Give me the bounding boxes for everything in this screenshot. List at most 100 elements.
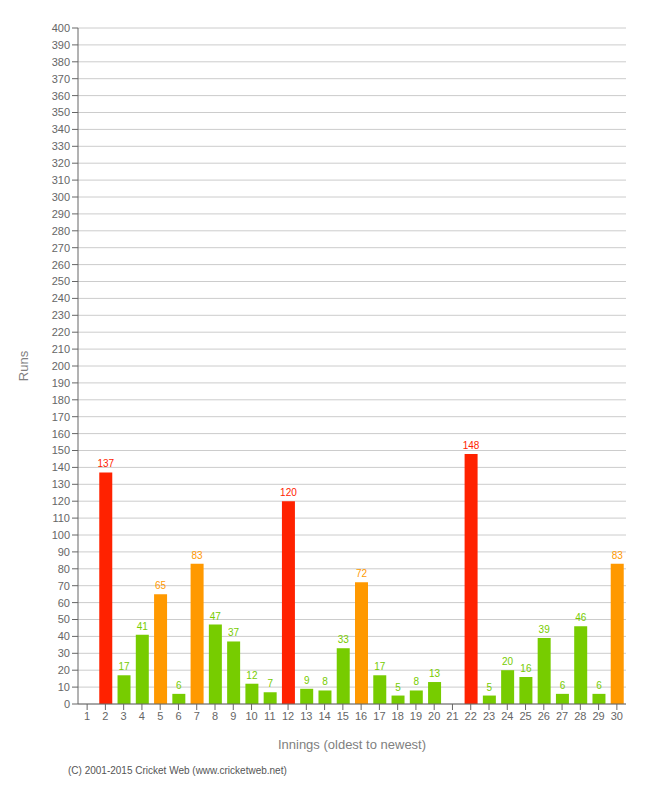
svg-text:6: 6 — [596, 680, 602, 691]
svg-text:15: 15 — [337, 710, 349, 722]
svg-text:65: 65 — [155, 580, 167, 591]
svg-text:19: 19 — [410, 710, 422, 722]
svg-text:17: 17 — [118, 661, 130, 672]
svg-text:7: 7 — [267, 678, 273, 689]
svg-text:100: 100 — [52, 529, 70, 541]
svg-text:5: 5 — [395, 682, 401, 693]
svg-text:230: 230 — [52, 309, 70, 321]
svg-text:20: 20 — [428, 710, 440, 722]
svg-text:25: 25 — [519, 710, 531, 722]
svg-text:290: 290 — [52, 208, 70, 220]
svg-text:Innings (oldest to newest): Innings (oldest to newest) — [278, 737, 426, 752]
svg-text:33: 33 — [338, 634, 350, 645]
svg-text:14: 14 — [318, 710, 330, 722]
svg-text:137: 137 — [97, 458, 114, 469]
svg-text:390: 390 — [52, 39, 70, 51]
svg-text:9: 9 — [304, 675, 310, 686]
svg-text:20: 20 — [58, 664, 70, 676]
svg-text:11: 11 — [264, 710, 275, 722]
svg-text:83: 83 — [612, 550, 624, 561]
svg-text:220: 220 — [52, 326, 70, 338]
svg-text:260: 260 — [52, 259, 70, 271]
svg-text:5: 5 — [157, 710, 163, 722]
svg-text:90: 90 — [58, 546, 70, 558]
svg-text:160: 160 — [52, 428, 70, 440]
svg-text:148: 148 — [463, 440, 480, 451]
svg-text:22: 22 — [465, 710, 477, 722]
svg-text:40: 40 — [58, 630, 70, 642]
svg-text:120: 120 — [52, 495, 70, 507]
svg-text:0: 0 — [64, 698, 70, 710]
svg-text:28: 28 — [574, 710, 586, 722]
svg-text:130: 130 — [52, 478, 70, 490]
svg-text:41: 41 — [137, 621, 149, 632]
svg-text:80: 80 — [58, 563, 70, 575]
svg-text:1: 1 — [84, 710, 90, 722]
svg-text:13: 13 — [429, 668, 441, 679]
svg-text:360: 360 — [52, 90, 70, 102]
svg-text:18: 18 — [392, 710, 404, 722]
svg-text:37: 37 — [228, 627, 240, 638]
svg-text:210: 210 — [52, 343, 70, 355]
svg-text:8: 8 — [414, 676, 420, 687]
svg-text:21: 21 — [446, 710, 458, 722]
svg-text:6: 6 — [176, 680, 182, 691]
svg-text:23: 23 — [483, 710, 495, 722]
svg-text:3: 3 — [121, 710, 127, 722]
svg-text:340: 340 — [52, 123, 70, 135]
svg-text:70: 70 — [58, 580, 70, 592]
svg-text:16: 16 — [355, 710, 367, 722]
svg-text:17: 17 — [374, 661, 386, 672]
svg-text:30: 30 — [611, 710, 623, 722]
svg-text:190: 190 — [52, 377, 70, 389]
svg-text:250: 250 — [52, 275, 70, 287]
svg-text:280: 280 — [52, 225, 70, 237]
svg-text:350: 350 — [52, 106, 70, 118]
svg-text:300: 300 — [52, 191, 70, 203]
svg-text:5: 5 — [487, 682, 493, 693]
svg-text:47: 47 — [210, 611, 222, 622]
svg-text:4: 4 — [139, 710, 145, 722]
svg-text:29: 29 — [592, 710, 604, 722]
svg-text:39: 39 — [539, 624, 551, 635]
svg-text:330: 330 — [52, 140, 70, 152]
svg-text:150: 150 — [52, 444, 70, 456]
svg-text:8: 8 — [322, 676, 328, 687]
svg-text:16: 16 — [520, 663, 532, 674]
svg-text:370: 370 — [52, 73, 70, 85]
svg-text:20: 20 — [502, 656, 514, 667]
svg-text:120: 120 — [280, 487, 297, 498]
svg-text:310: 310 — [52, 174, 70, 186]
svg-text:Runs: Runs — [16, 350, 31, 381]
svg-text:12: 12 — [282, 710, 294, 722]
svg-text:140: 140 — [52, 461, 70, 473]
svg-text:83: 83 — [192, 550, 204, 561]
svg-text:10: 10 — [245, 710, 257, 722]
svg-text:10: 10 — [58, 681, 70, 693]
svg-text:7: 7 — [194, 710, 200, 722]
svg-text:46: 46 — [575, 612, 587, 623]
svg-text:9: 9 — [230, 710, 236, 722]
svg-text:400: 400 — [52, 22, 70, 34]
svg-text:240: 240 — [52, 292, 70, 304]
svg-text:180: 180 — [52, 394, 70, 406]
svg-text:26: 26 — [538, 710, 550, 722]
svg-text:17: 17 — [373, 710, 385, 722]
svg-text:72: 72 — [356, 568, 368, 579]
svg-text:200: 200 — [52, 360, 70, 372]
svg-text:380: 380 — [52, 56, 70, 68]
svg-text:8: 8 — [212, 710, 218, 722]
svg-text:60: 60 — [58, 597, 70, 609]
svg-text:24: 24 — [501, 710, 513, 722]
svg-text:170: 170 — [52, 411, 70, 423]
svg-text:30: 30 — [58, 647, 70, 659]
svg-text:12: 12 — [246, 670, 258, 681]
svg-text:50: 50 — [58, 613, 70, 625]
svg-text:27: 27 — [556, 710, 568, 722]
svg-text:110: 110 — [52, 512, 70, 524]
svg-text:13: 13 — [300, 710, 312, 722]
svg-text:270: 270 — [52, 242, 70, 254]
svg-text:6: 6 — [175, 710, 181, 722]
svg-text:320: 320 — [52, 157, 70, 169]
svg-text:2: 2 — [102, 710, 108, 722]
